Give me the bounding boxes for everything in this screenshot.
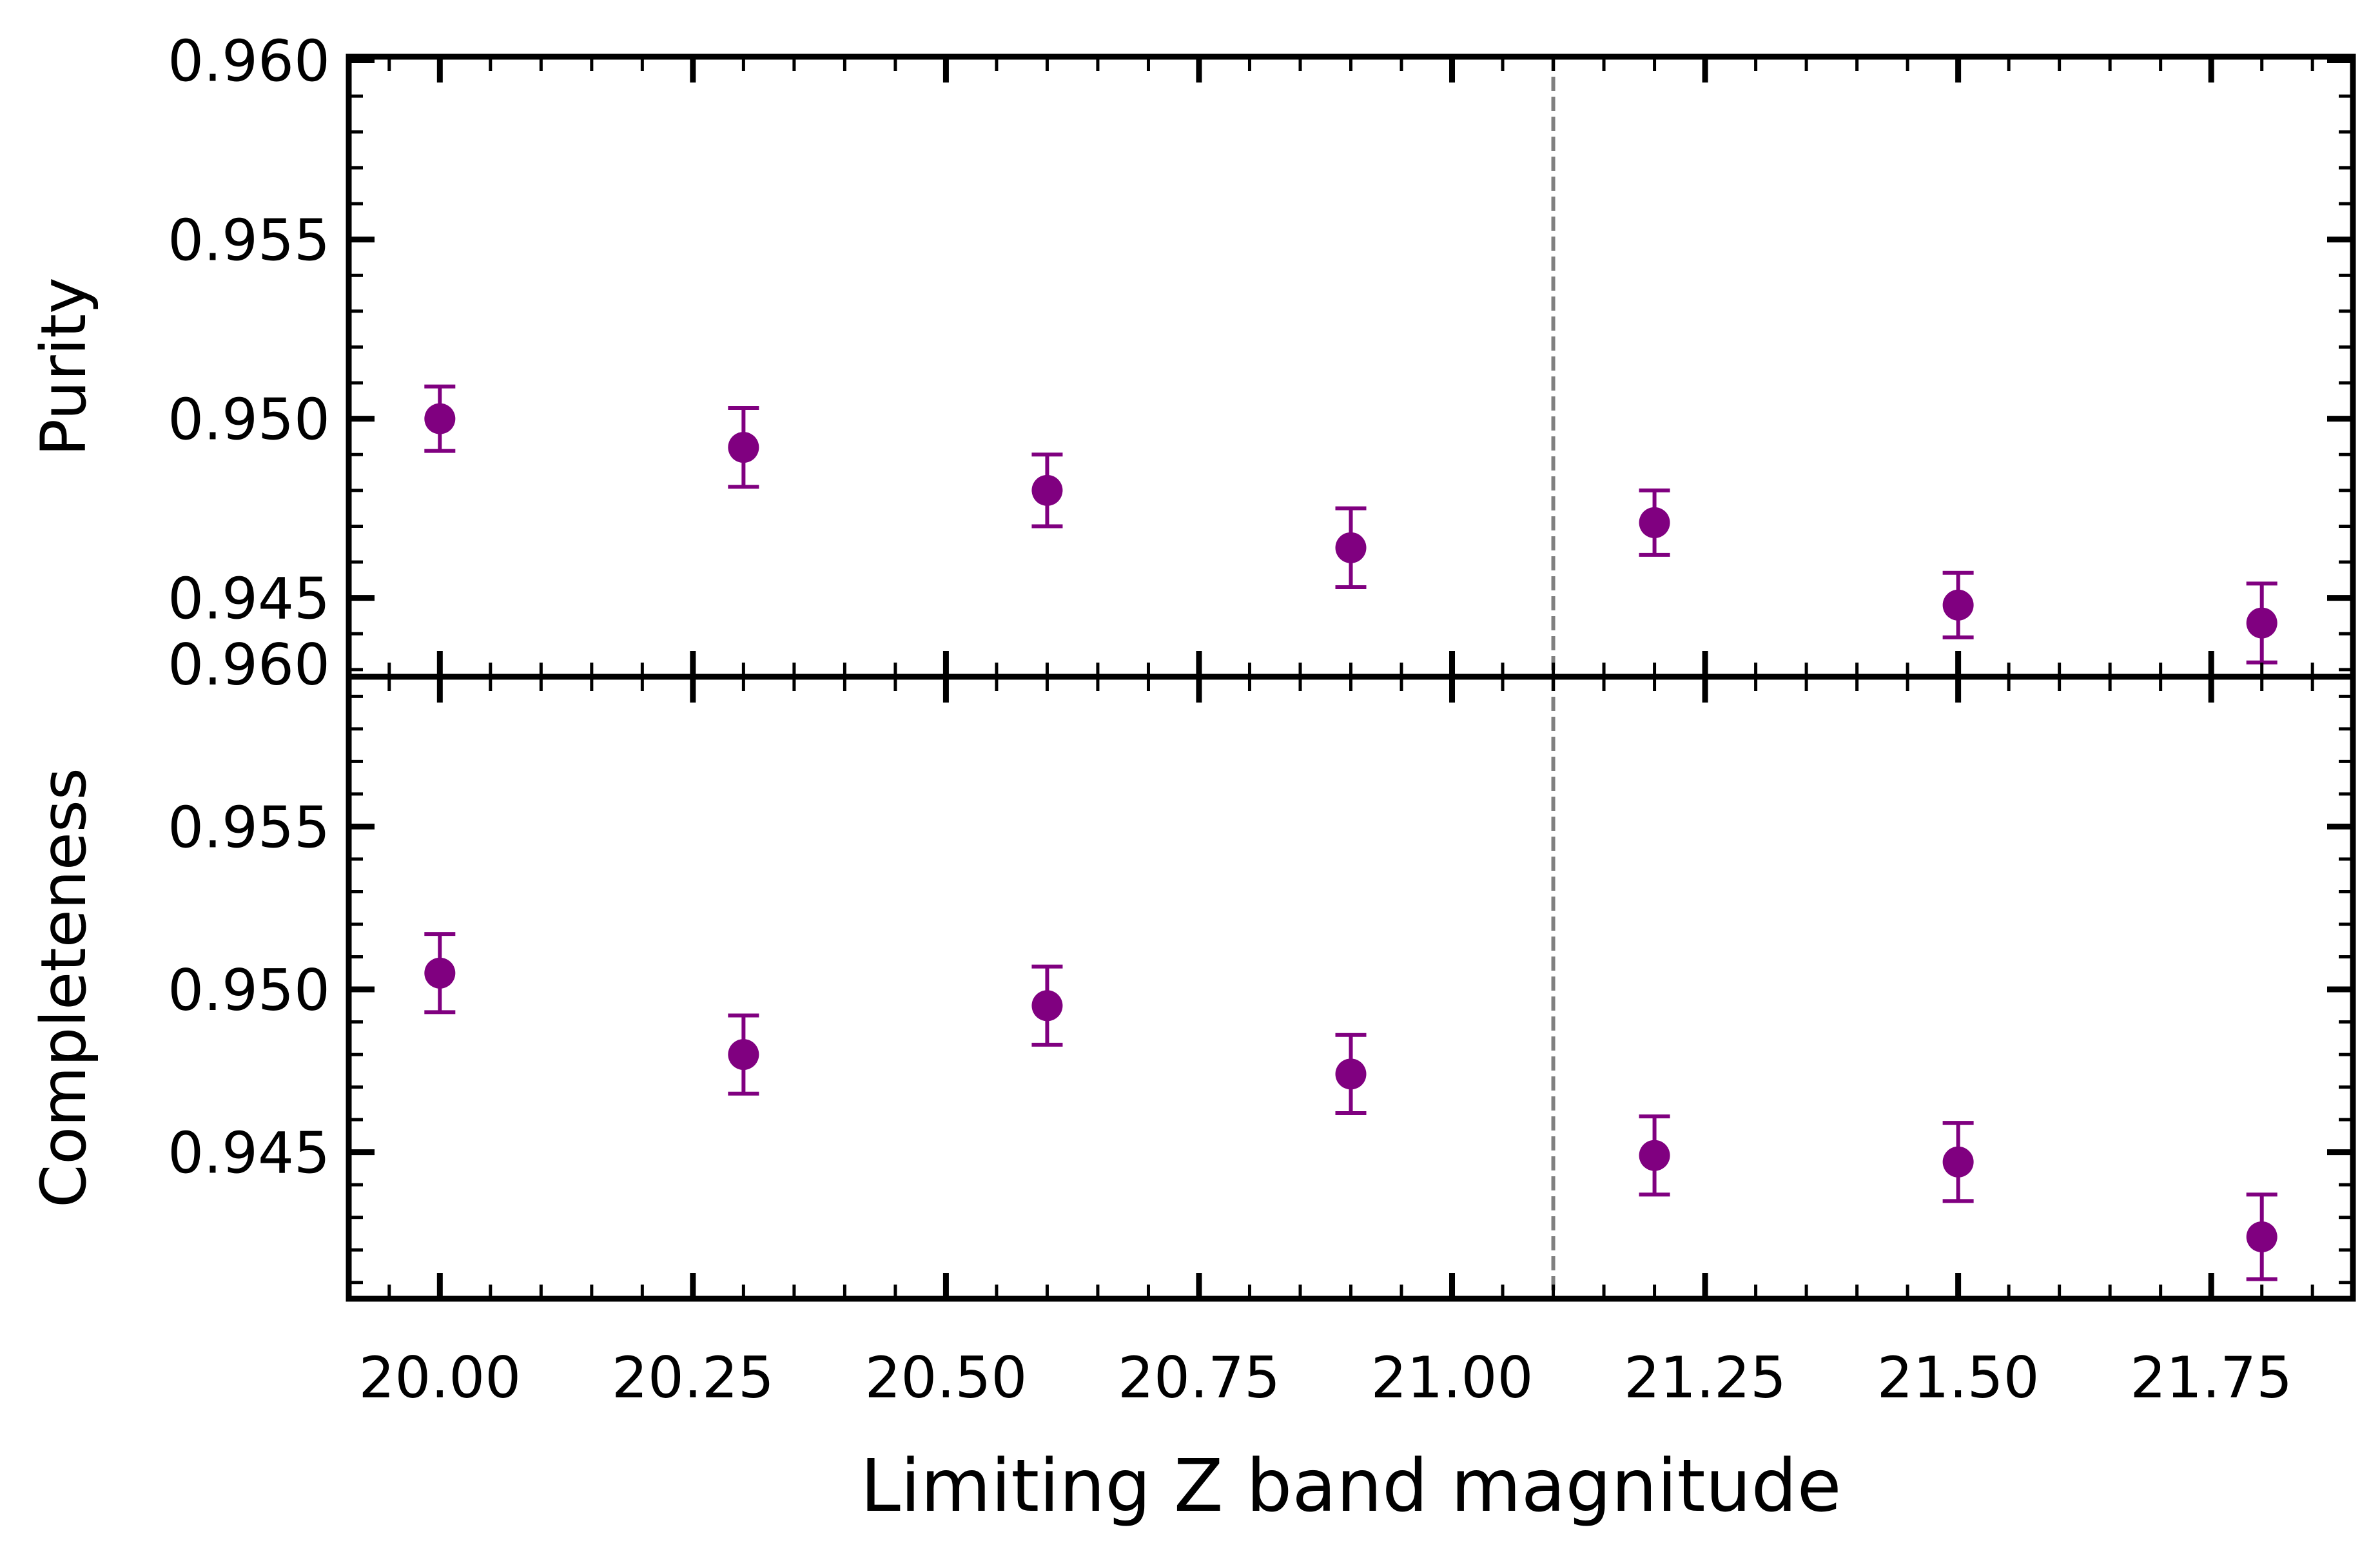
bottom-data-point bbox=[2246, 1221, 2278, 1253]
top-y-tick-label: 0.960 bbox=[168, 28, 330, 95]
data-layer bbox=[424, 384, 2278, 1281]
top-data-point bbox=[424, 403, 456, 434]
top-y-tick-label: 0.945 bbox=[168, 566, 330, 632]
bottom-x-tick-label: 21.00 bbox=[1371, 1345, 1534, 1411]
top-data-point bbox=[1942, 589, 1974, 621]
bottom-y-tick-label: 0.960 bbox=[168, 632, 330, 698]
bottom-x-tick-label: 20.00 bbox=[358, 1345, 521, 1411]
bottom-axes-frame bbox=[346, 674, 2356, 1302]
top-data-point bbox=[1031, 474, 1063, 506]
bottom-data-point bbox=[1335, 1058, 1367, 1090]
top-y-tick-label: 0.955 bbox=[168, 208, 330, 274]
bottom-y-axis-label: Completeness bbox=[28, 768, 100, 1208]
bottom-y-tick-label: 0.945 bbox=[168, 1120, 330, 1187]
top-data-point bbox=[1639, 507, 1670, 538]
bottom-y-tick-label: 0.950 bbox=[168, 957, 330, 1024]
bottom-x-tick-label: 21.25 bbox=[1624, 1345, 1786, 1411]
bottom-x-tick-label: 20.50 bbox=[864, 1345, 1027, 1411]
axes-layer bbox=[346, 53, 2356, 1302]
labels-layer: 0.945 0.950 0.955 0.960 Purity 0.945 0.950 0.95… bbox=[28, 28, 2292, 1528]
bottom-data-point bbox=[1942, 1146, 1974, 1178]
bottom-x-tick-label: 20.75 bbox=[1118, 1345, 1280, 1411]
top-data-point bbox=[728, 432, 759, 463]
top-data-point bbox=[2246, 607, 2278, 639]
bottom-data-point bbox=[1639, 1140, 1670, 1171]
bottom-data-point bbox=[424, 957, 456, 989]
bottom-x-tick-label: 21.75 bbox=[2130, 1345, 2292, 1411]
bottom-data-point bbox=[728, 1039, 759, 1071]
top-data-point bbox=[1335, 532, 1367, 563]
bottom-x-tick-label: 21.50 bbox=[1877, 1345, 2040, 1411]
top-y-tick-label: 0.950 bbox=[168, 387, 330, 453]
bottom-y-tick-label: 0.955 bbox=[168, 794, 330, 860]
bottom-data-point bbox=[1031, 990, 1063, 1022]
top-y-axis-label: Purity bbox=[28, 277, 100, 456]
bottom-x-axis-label: Limiting Z band magnitude bbox=[860, 1444, 1841, 1528]
bottom-x-tick-label: 20.25 bbox=[612, 1345, 774, 1411]
